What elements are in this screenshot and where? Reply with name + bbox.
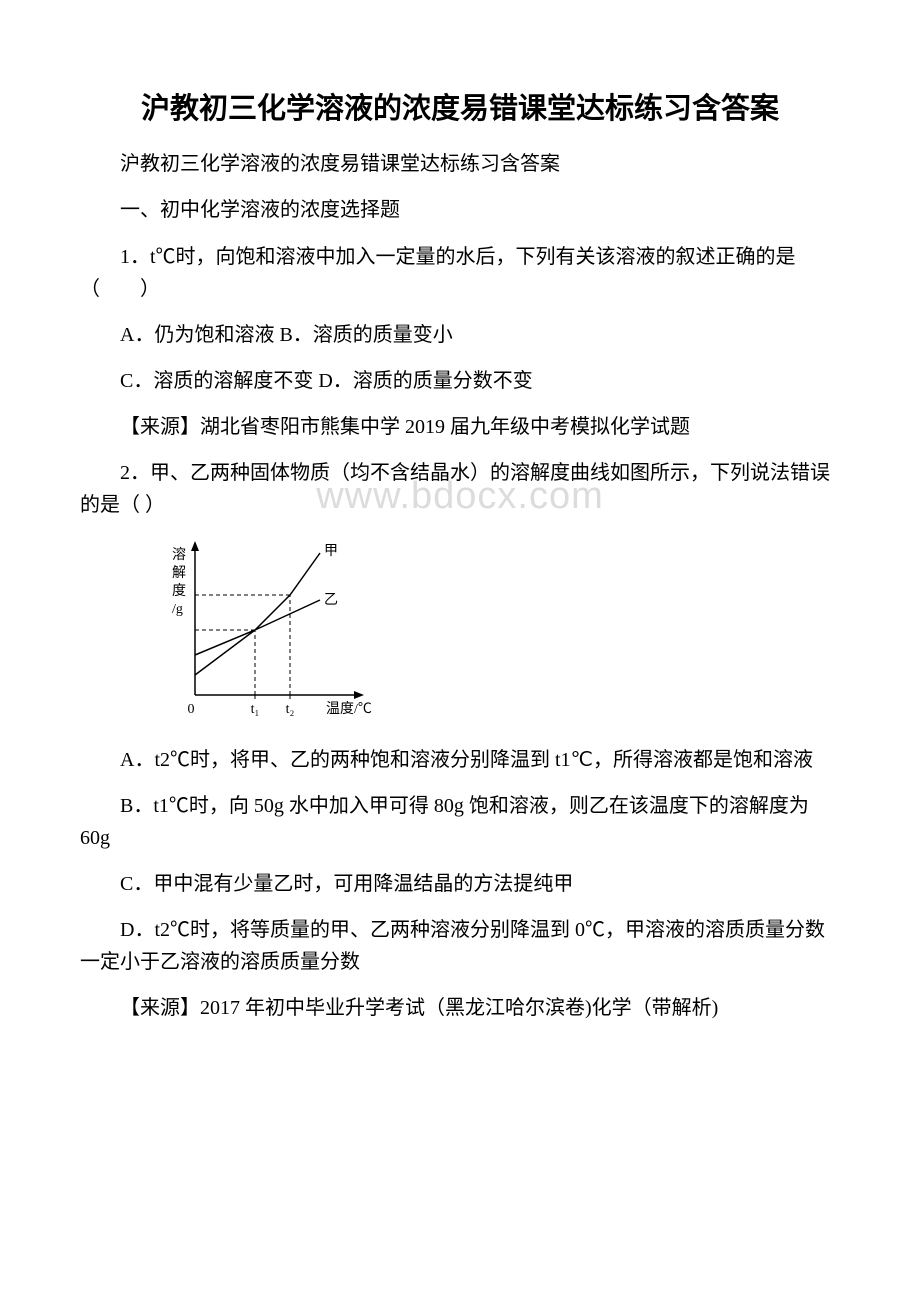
q1-options-cd: C．溶质的溶解度不变 D．溶质的质量分数不变 bbox=[80, 365, 840, 397]
svg-text:/g: /g bbox=[172, 602, 183, 617]
q2-stem: 2．甲、乙两种固体物质（均不含结晶水）的溶解度曲线如图所示，下列说法错误的是（ … bbox=[80, 457, 840, 521]
q1-stem: 1．t℃时，向饱和溶液中加入一定量的水后，下列有关该溶液的叙述正确的是（ ） bbox=[80, 241, 840, 305]
q2-option-d: D．t2℃时，将等质量的甲、乙两种溶液分别降温到 0℃，甲溶液的溶质质量分数一定… bbox=[80, 914, 840, 978]
svg-text:乙: 乙 bbox=[324, 592, 338, 608]
q2-option-b: B．t1℃时，向 50g 水中加入甲可得 80g 饱和溶液，则乙在该温度下的溶解… bbox=[80, 790, 840, 854]
q2-option-c: C．甲中混有少量乙时，可用降温结晶的方法提纯甲 bbox=[80, 868, 840, 900]
document-body: 沪教初三化学溶液的浓度易错课堂达标练习含答案 沪教初三化学溶液的浓度易错课堂达标… bbox=[80, 90, 840, 1024]
page-title: 沪教初三化学溶液的浓度易错课堂达标练习含答案 bbox=[80, 90, 840, 129]
svg-text:溶: 溶 bbox=[172, 547, 186, 563]
svg-text:温度/℃: 温度/℃ bbox=[326, 701, 372, 717]
svg-text:t₁: t₁ bbox=[251, 702, 260, 717]
q1-source: 【来源】湖北省枣阳市熊集中学 2019 届九年级中考模拟化学试题 bbox=[80, 411, 840, 443]
q2-source: 【来源】2017 年初中毕业升学考试（黑龙江哈尔滨卷)化学（带解析) bbox=[80, 992, 840, 1024]
solubility-chart: 溶解度/g 0 t₁ t₂ 温度/℃ 甲乙 bbox=[160, 535, 840, 730]
q1-options-ab: A．仍为饱和溶液 B．溶质的质量变小 bbox=[80, 319, 840, 351]
section-heading: 一、初中化学溶液的浓度选择题 bbox=[80, 195, 840, 225]
q2-option-a: A．t2℃时，将甲、乙的两种饱和溶液分别降温到 t1℃，所得溶液都是饱和溶液 bbox=[80, 744, 840, 776]
svg-text:度: 度 bbox=[172, 583, 186, 599]
subtitle: 沪教初三化学溶液的浓度易错课堂达标练习含答案 bbox=[80, 149, 840, 179]
svg-text:甲: 甲 bbox=[324, 544, 338, 559]
svg-text:0: 0 bbox=[188, 702, 195, 717]
svg-text:t₂: t₂ bbox=[286, 702, 295, 717]
svg-text:解: 解 bbox=[172, 565, 186, 581]
